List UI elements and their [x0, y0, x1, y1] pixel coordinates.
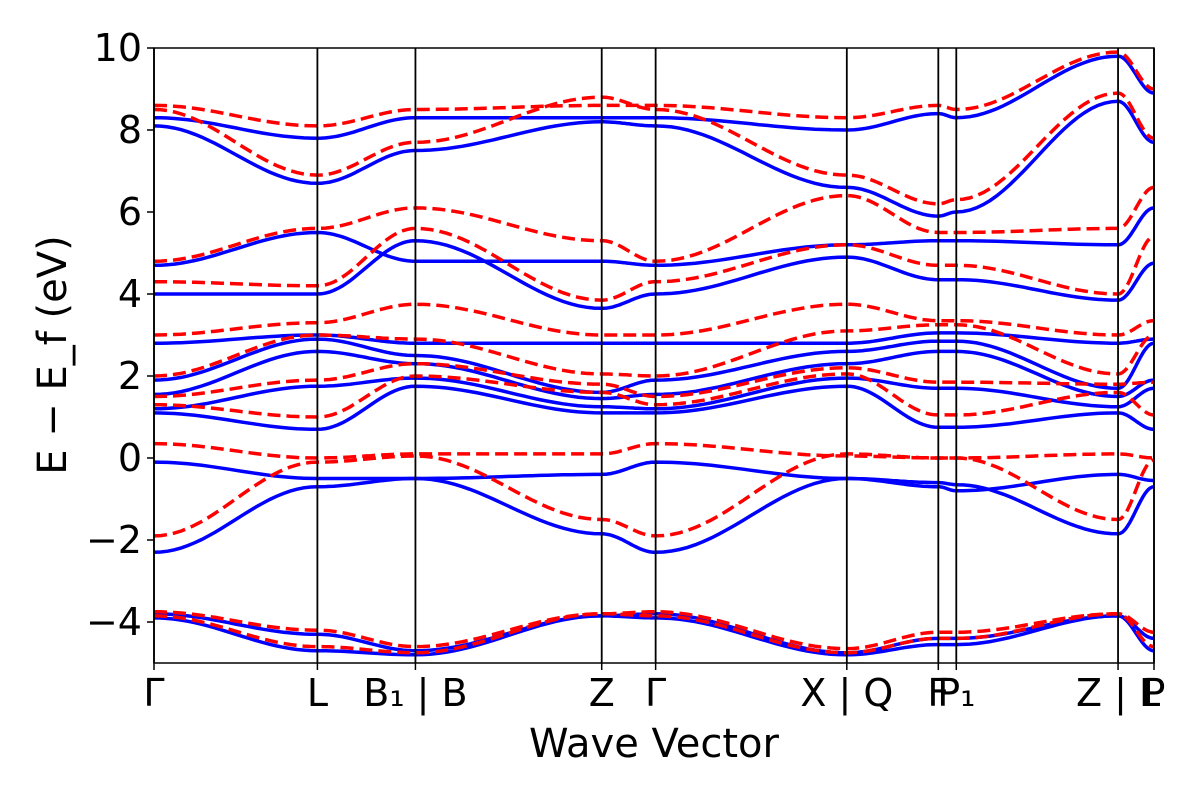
band-solid-8	[154, 206, 1154, 268]
plot-frame	[153, 47, 1155, 664]
band-solid-9	[154, 99, 1154, 218]
band-solid-7	[154, 238, 1154, 311]
band-dashed-13	[154, 452, 1154, 538]
y-tick-label: −4	[86, 600, 142, 644]
band-dashed-16	[154, 361, 1154, 399]
band-solid-2	[154, 384, 1154, 432]
band-dashed-23	[154, 610, 1154, 651]
kpoint-label-2: B₁ | B	[363, 671, 467, 716]
kpoint-label-6: F	[927, 671, 949, 715]
band-dashed-15	[154, 372, 1154, 419]
band-dashed-22	[154, 50, 1154, 128]
kpoint-vertical-lines	[153, 48, 1155, 663]
band-solid-12	[154, 614, 1154, 657]
band-dashed-20	[154, 185, 1154, 263]
band-solid-1	[154, 460, 1154, 493]
band-solid-5	[154, 337, 1154, 395]
y-axis-ticks: 10 8 6 4 2 0 −2 −4	[86, 26, 154, 644]
kpoint-label-1: L	[307, 671, 328, 715]
band-solid-6	[154, 331, 1154, 345]
kpoint-label-3: Z	[589, 671, 615, 715]
band-lines	[154, 50, 1154, 657]
kpoint-label-5: X | Q	[800, 671, 893, 716]
y-tick-label: 2	[118, 354, 142, 398]
y-tick-label: 8	[118, 108, 142, 152]
band-solid-0	[154, 476, 1154, 555]
band-dashed-21	[154, 91, 1154, 206]
band-dashed-24	[154, 612, 1154, 655]
x-axis-label: Wave Vector	[529, 721, 780, 767]
kpoint-label-8: Z | L	[1076, 671, 1160, 716]
y-tick-label: 4	[118, 272, 142, 316]
y-axis-label: E − E_f (eV)	[30, 235, 76, 474]
band-solid-3	[154, 376, 1154, 411]
y-tick-label: −2	[86, 518, 142, 562]
band-dashed-17	[154, 323, 1154, 378]
band-solid-10	[154, 54, 1154, 140]
y-tick-label: 10	[94, 26, 142, 70]
band-dashed-19	[154, 226, 1154, 302]
band-solid-4	[154, 349, 1154, 401]
kpoint-label-0: Γ	[143, 671, 164, 715]
kpoint-label-7: P₁	[937, 671, 975, 715]
band-dashed-18	[154, 302, 1154, 337]
kpoint-label-9: P	[1143, 671, 1166, 715]
kpoint-label-4: Γ	[645, 671, 666, 715]
y-tick-label: 6	[118, 190, 142, 234]
y-tick-label: 0	[118, 436, 142, 480]
band-dashed-14	[154, 441, 1154, 460]
